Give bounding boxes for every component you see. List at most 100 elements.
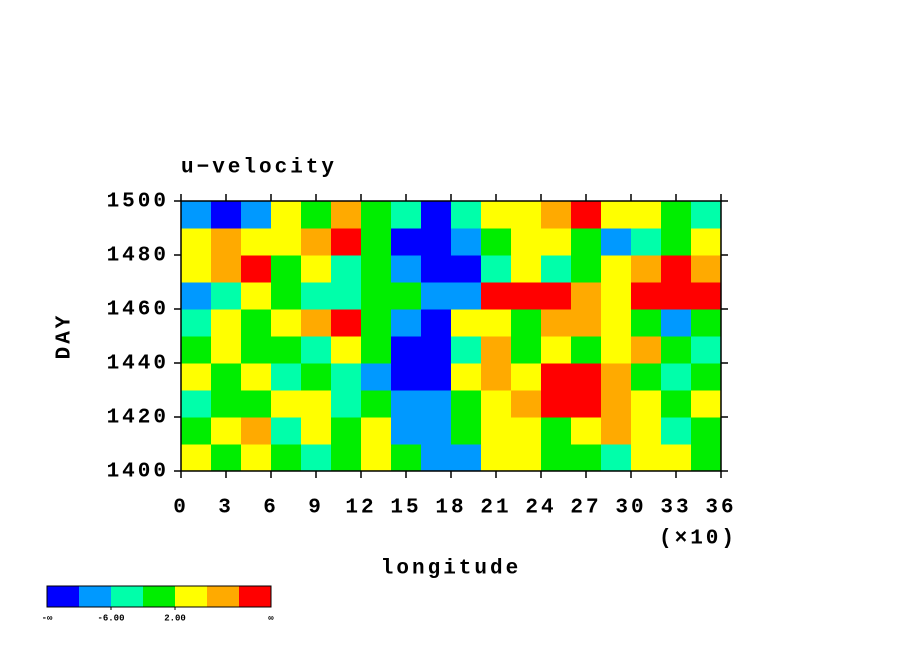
cell (511, 417, 542, 445)
cell (451, 336, 482, 364)
cell (361, 444, 392, 472)
cell (421, 201, 452, 229)
x-axis-label: longitude (381, 558, 521, 581)
cell (481, 336, 512, 364)
colorbar-label: -∞ (42, 613, 53, 623)
cell (691, 228, 722, 256)
cell (421, 390, 452, 418)
cell (691, 309, 722, 337)
colorbar-box (175, 586, 207, 607)
cell (211, 444, 242, 472)
cell (661, 282, 692, 310)
cell (361, 336, 392, 364)
cell (271, 309, 302, 337)
cell (421, 417, 452, 445)
cell (451, 417, 482, 445)
cell (391, 228, 422, 256)
cell (451, 228, 482, 256)
x-tick-label: 30 (615, 497, 646, 520)
x-tick-label: 33 (660, 497, 691, 520)
cell (181, 390, 212, 418)
chart-title: u−velocity (181, 157, 337, 180)
cell (481, 282, 512, 310)
cell (301, 417, 332, 445)
cell (181, 363, 212, 391)
cell (511, 336, 542, 364)
cell (271, 390, 302, 418)
cell (361, 390, 392, 418)
cell (181, 417, 212, 445)
cell (571, 444, 602, 472)
cell (481, 417, 512, 445)
cell (481, 228, 512, 256)
cell (211, 417, 242, 445)
x-tick-label: 3 (218, 497, 234, 520)
cell (691, 282, 722, 310)
colorbar-box (239, 586, 271, 607)
cell (541, 255, 572, 283)
x-tick-label: 21 (480, 497, 511, 520)
cell (271, 201, 302, 229)
cell (631, 282, 662, 310)
x-tick-label: 6 (263, 497, 279, 520)
cell (601, 363, 632, 391)
cell (181, 336, 212, 364)
cell (271, 255, 302, 283)
cell (361, 417, 392, 445)
cell (241, 201, 272, 229)
cell (601, 201, 632, 229)
cell (271, 336, 302, 364)
cell (511, 363, 542, 391)
cell (271, 417, 302, 445)
cell (271, 228, 302, 256)
cell (661, 336, 692, 364)
cell (421, 255, 452, 283)
cell (571, 417, 602, 445)
cell (451, 363, 482, 391)
x-tick-label: 36 (705, 497, 736, 520)
cell (241, 282, 272, 310)
cell (541, 417, 572, 445)
cell (421, 309, 452, 337)
cell (691, 444, 722, 472)
cell (301, 336, 332, 364)
cell (241, 228, 272, 256)
cell (301, 390, 332, 418)
cell (181, 444, 212, 472)
cell (481, 255, 512, 283)
cell (631, 417, 662, 445)
cell (211, 228, 242, 256)
colorbar-box (207, 586, 239, 607)
cell (451, 282, 482, 310)
cell (571, 255, 602, 283)
cell (541, 282, 572, 310)
cell (601, 255, 632, 283)
cell (391, 444, 422, 472)
cell (271, 363, 302, 391)
cell (211, 336, 242, 364)
cell (331, 255, 362, 283)
cell (271, 444, 302, 472)
cell (511, 444, 542, 472)
cell (331, 390, 362, 418)
cell (241, 444, 272, 472)
colorbar-box (79, 586, 111, 607)
cell (511, 228, 542, 256)
cell (211, 255, 242, 283)
cell (361, 255, 392, 283)
cell (571, 201, 602, 229)
cell (661, 309, 692, 337)
cell (601, 228, 632, 256)
cell (391, 255, 422, 283)
x-tick-label: 9 (308, 497, 324, 520)
cell (691, 363, 722, 391)
cell (241, 309, 272, 337)
y-tick-label: 1440 (107, 353, 169, 376)
cell (571, 336, 602, 364)
cell (631, 255, 662, 283)
cell (481, 444, 512, 472)
y-tick-label: 1420 (107, 407, 169, 430)
cell (451, 390, 482, 418)
cell (601, 336, 632, 364)
colorbar-label: -6.00 (97, 613, 124, 623)
